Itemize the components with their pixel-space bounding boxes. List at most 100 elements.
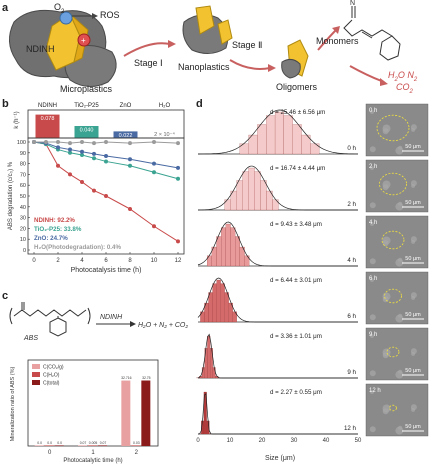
- rate-value-label-2: 0.022: [119, 133, 133, 139]
- d-hist-bar-2-5: [230, 227, 236, 267]
- panel-b-chart: 0.078 NDINH 0.040 TiO₂-P25 0.022 ZnO 2 × 10⁻⁴ H…: [8, 103, 185, 274]
- mineralization-legend: C(CO₂/g) C(H₂O) C(total): [32, 364, 64, 387]
- monomer-structure: [343, 6, 401, 61]
- reaction-arrowhead: [130, 321, 136, 327]
- c-value-label-6: 32.716: [121, 376, 131, 380]
- d-label-2: d = 9.43 ± 3.48 μm: [270, 221, 322, 228]
- h2o-n2-label: H2O N2: [388, 70, 418, 83]
- b-series-3-point-2: [56, 140, 60, 144]
- sem-texture-4-4: [369, 370, 376, 377]
- sem-texture-5-6: [398, 425, 403, 430]
- degradation-lines: [32, 140, 180, 244]
- c-value-label-3: 0.07: [80, 441, 87, 445]
- d-fit-curve-2: [197, 221, 358, 267]
- ndinh-catalyst-label: NDINH: [100, 314, 123, 321]
- sem-particle-outline-2: [381, 230, 405, 250]
- sem-image-4: [365, 327, 429, 381]
- c-value-label-2: 0.0: [57, 441, 62, 445]
- d-hist-bar-3-6: [224, 292, 229, 323]
- b-legend-2: ZnO: 24.7%: [34, 235, 68, 242]
- rate-ylabel: k (h⁻¹): [14, 111, 20, 128]
- b-series-2-point-2: [56, 145, 60, 150]
- stage2-arrow: [229, 59, 271, 70]
- b-series-1-point-8: [152, 170, 156, 175]
- panel-c-reaction: ABS NDINH H₂O + N₂ + CO₂: [9, 302, 188, 342]
- b-series-3-point-0: [32, 140, 36, 144]
- d-hist-bar-0-5: [283, 115, 293, 155]
- sem-texture-2-7: [410, 236, 417, 243]
- electron-icon: [59, 11, 73, 25]
- c-legend-swatch-1: [32, 372, 40, 377]
- d-xtick-0: 0: [196, 438, 200, 444]
- b-series-1-point-3: [68, 150, 72, 155]
- panel-label-c: c: [2, 290, 9, 302]
- sem-scale-label-4: 50 μm: [405, 368, 421, 374]
- hole-icon: [77, 33, 91, 47]
- b-series-0-point-5: [92, 188, 96, 193]
- d-hist-bar-3-2: [208, 292, 213, 323]
- sem-scale-label-1: 50 μm: [405, 200, 421, 206]
- sem-image-5: [365, 383, 429, 437]
- hole-plus: +: [81, 36, 86, 45]
- b-series-1-point-5: [92, 156, 96, 161]
- d-hist-bar-0-2: [257, 124, 267, 155]
- sem-time-4: 9 h: [369, 332, 377, 338]
- monomers-label: Monomers: [316, 36, 359, 46]
- abs-structure: [9, 302, 91, 337]
- sem-texture-0-6: [398, 145, 403, 150]
- sem-texture-5-0: [370, 390, 374, 394]
- c-value-label-4: 0.005: [89, 441, 98, 445]
- ndinh-label: NDINH: [26, 44, 55, 54]
- c-value-label-0: 0.0: [37, 441, 42, 445]
- c-bar-1-2: [98, 445, 107, 446]
- sem-image-0: [365, 103, 429, 157]
- sem-texture-2-4: [369, 258, 376, 265]
- d-xtick-3: 30: [291, 438, 298, 444]
- nanoplastic-crystal-2: [217, 19, 233, 45]
- nanoplastics-label: Nanoplastics: [178, 62, 230, 72]
- degradation-grid: [28, 141, 179, 254]
- c-value-label-7: 0.03: [133, 441, 140, 445]
- monomer-arrow: [317, 29, 337, 51]
- d-label-4: d = 3.36 ± 1.01 μm: [270, 333, 322, 340]
- panel-a-scheme: + N: [9, 0, 401, 87]
- sem-particle-outline-5: [389, 404, 397, 412]
- size-distribution-rows: d = 25.46 ± 6.56 μm 0 h d = 16.74 ± 4.44 μ…: [196, 109, 359, 435]
- b-series-3-point-8: [152, 140, 156, 144]
- sem-image-1: [365, 159, 429, 213]
- c-legend-swatch-2: [32, 380, 40, 385]
- b-ytick-2: 80: [20, 162, 26, 168]
- o2-label: O2: [54, 2, 65, 15]
- c-bar-0-2: [54, 445, 64, 446]
- stage2-label: Stage Ⅱ: [232, 40, 263, 50]
- b-ytick-9: 10: [20, 237, 26, 243]
- b-ytick-5: 50: [20, 194, 26, 200]
- b-series-3-point-1: [44, 140, 48, 144]
- d-xtick-1: 10: [227, 438, 234, 444]
- products-label: H₂O + N₂ + CO₂: [138, 322, 188, 329]
- c-xtick-2: 2: [135, 450, 139, 456]
- sem-texture-3-7: [410, 292, 417, 299]
- d-hist-bar-1-5: [254, 171, 261, 211]
- d-time-1: 2 h: [347, 201, 356, 208]
- d-fit-curve-3: [197, 277, 358, 323]
- b-series-line-2: [33, 141, 179, 169]
- d-hist-bar-2-2: [216, 236, 222, 267]
- sem-texture-3-6: [398, 313, 403, 318]
- degradation-ylabel: ABS degradation (c/c₀) %: [8, 161, 14, 230]
- sem-particle-outline-1: [379, 172, 407, 196]
- c-bar-2-0: [121, 380, 131, 446]
- d-label-0: d = 25.46 ± 6.56 μm: [270, 109, 325, 116]
- b-legend-0: NDINH: 92.2%: [34, 217, 75, 224]
- d-fit-curve-5: [197, 392, 358, 435]
- panel-label-a: a: [2, 2, 9, 14]
- nanoplastic-crystal: [195, 5, 215, 35]
- sem-particle-outline-3: [384, 288, 402, 304]
- b-xtick-6: 12: [175, 258, 182, 264]
- panel-d-chart: d = 25.46 ± 6.56 μm 0 h d = 16.74 ± 4.44 μ…: [196, 103, 429, 462]
- b-ytick-4: 60: [20, 183, 26, 189]
- sem-scale-label-3: 50 μm: [405, 312, 421, 318]
- b-series-0-point-2: [56, 163, 60, 168]
- sem-texture-5-5: [382, 404, 391, 413]
- mineralization-ylabel: Mineralization ratio of ABS (%): [10, 367, 16, 442]
